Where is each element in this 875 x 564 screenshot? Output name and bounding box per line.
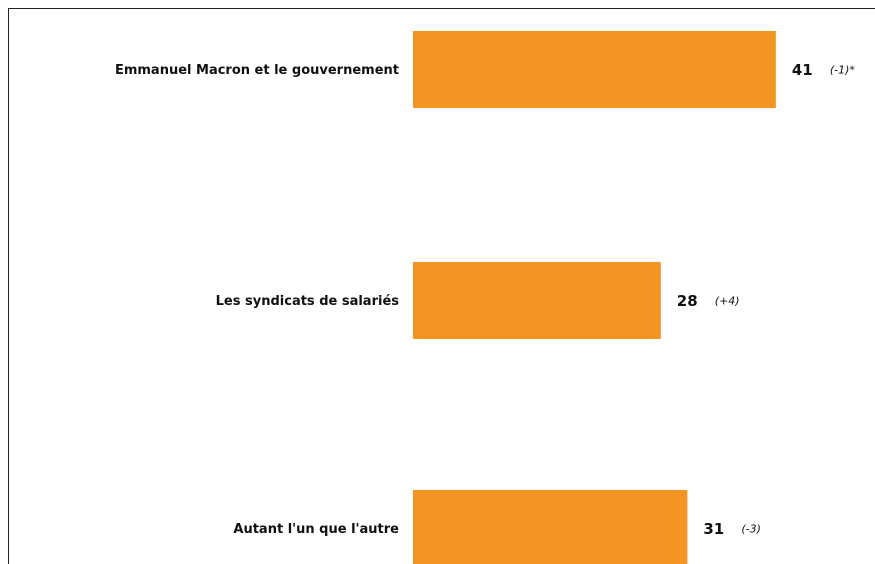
value-label: 41 — [792, 61, 813, 79]
value-label: 31 — [703, 520, 724, 538]
category-label: Autant l'un que l'autre — [233, 522, 399, 537]
change-label: (-1)* — [830, 64, 856, 77]
change-label: (+4) — [715, 295, 740, 308]
bar — [413, 31, 776, 108]
value-label: 28 — [677, 292, 698, 310]
bar — [413, 490, 688, 564]
category-label: Emmanuel Macron et le gouvernement — [115, 63, 399, 78]
change-label: (-3) — [741, 523, 761, 536]
bar — [413, 262, 661, 339]
category-label: Les syndicats de salariés — [216, 294, 400, 309]
